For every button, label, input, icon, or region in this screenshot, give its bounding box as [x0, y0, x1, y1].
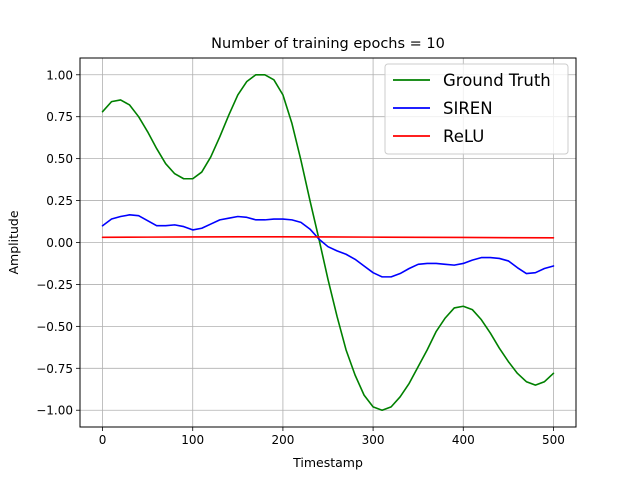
x-tick-label: 400 — [452, 433, 475, 447]
legend-label: Ground Truth — [443, 71, 551, 90]
x-axis-label: Timestamp — [292, 455, 363, 470]
x-tick-label: 500 — [542, 433, 565, 447]
y-tick-label: 0.50 — [46, 152, 73, 166]
y-axis-label: Amplitude — [6, 210, 21, 274]
y-tick-label: 1.00 — [46, 68, 73, 82]
y-tick-label: 0.25 — [46, 194, 73, 208]
y-tick-label: −1.00 — [36, 404, 73, 418]
series-line-siren — [101, 214, 555, 278]
series-line-relu — [101, 236, 555, 239]
legend-box — [384, 63, 569, 155]
legend: Ground Truth SIREN ReLU — [384, 63, 569, 155]
x-axis-ticks: 0 100 200 300 400 500 — [99, 427, 565, 447]
chart-title: Number of training epochs = 10 — [211, 36, 445, 52]
y-axis-ticks: −1.00 −0.75 −0.50 −0.25 0.00 0.25 0.50 0.75 1.00 — [36, 68, 80, 418]
y-tick-label: −0.25 — [36, 278, 73, 292]
grid — [80, 58, 576, 427]
legend-label: ReLU — [443, 127, 484, 146]
y-tick-label: 0.75 — [46, 110, 73, 124]
x-tick-label: 0 — [99, 433, 107, 447]
legend-label: SIREN — [443, 99, 493, 118]
x-tick-label: 300 — [362, 433, 385, 447]
series-lines — [101, 73, 555, 412]
x-tick-label: 200 — [271, 433, 294, 447]
y-tick-label: 0.00 — [46, 236, 73, 250]
x-tick-label: 100 — [181, 433, 204, 447]
series-line-ground-truth — [101, 73, 555, 412]
y-tick-label: −0.75 — [36, 362, 73, 376]
y-tick-label: −0.50 — [36, 320, 73, 334]
